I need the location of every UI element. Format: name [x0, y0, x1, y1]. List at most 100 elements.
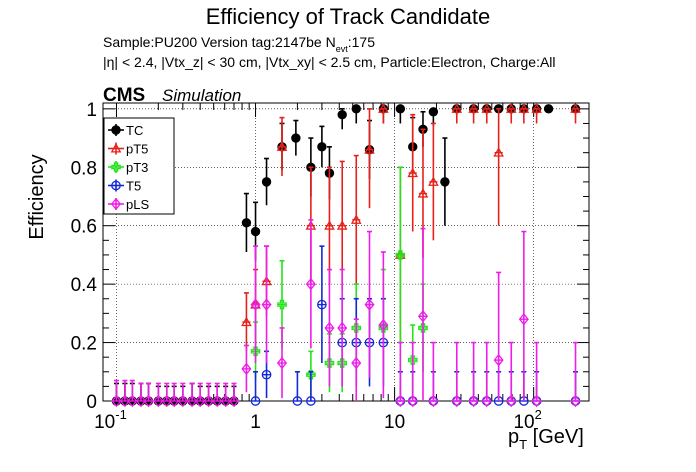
- data-point-tc: [428, 107, 439, 117]
- data-point-pls: [481, 394, 492, 408]
- cms-label: CMS: [103, 85, 145, 106]
- data-point-tc: [250, 226, 261, 237]
- data-point-pt5: [451, 103, 463, 113]
- data-point-pls: [468, 394, 479, 408]
- data-point-pt5: [505, 103, 517, 113]
- data-point-pt3: [351, 323, 362, 333]
- legend-label: T5: [126, 179, 141, 194]
- data-point-pls: [531, 394, 542, 408]
- legend-marker-pls: [110, 197, 122, 211]
- data-point-pls: [195, 394, 206, 408]
- data-point-pls: [364, 298, 375, 311]
- data-point-pls: [153, 394, 164, 408]
- data-point-pls: [220, 394, 231, 408]
- data-point-pls: [506, 394, 517, 408]
- data-point-pt3: [407, 355, 418, 365]
- simulation-label: Simulation: [162, 86, 241, 105]
- legend-label: pLS: [126, 197, 149, 212]
- data-point-pls: [143, 394, 154, 408]
- data-point-pls: [378, 318, 389, 332]
- data-point-pls: [111, 394, 122, 408]
- data-point-pls: [570, 394, 581, 408]
- data-point-pls: [428, 394, 439, 408]
- data-points: [111, 103, 581, 408]
- data-point-pls: [276, 356, 288, 370]
- data-point-pt5: [324, 220, 335, 230]
- x-tick-label: 1: [250, 412, 261, 433]
- data-point-pt5: [241, 316, 252, 327]
- data-point-pls: [187, 394, 198, 408]
- data-point-pls: [241, 362, 252, 376]
- y-tick-label: 0.6: [71, 217, 97, 238]
- data-point-tc: [351, 104, 361, 114]
- legend-marker-pt3: [111, 162, 121, 172]
- data-point-pls: [212, 394, 223, 408]
- y-tick-label: 0.4: [71, 275, 98, 296]
- data-point-pt5: [570, 103, 581, 113]
- data-point-pls: [324, 321, 335, 335]
- data-point-pls: [337, 321, 348, 335]
- data-point-pt5: [350, 214, 362, 224]
- data-point-pls: [203, 394, 214, 408]
- info-line-1: Sample:PU200 Version tag:2147be Nevt:175: [103, 34, 375, 54]
- data-point-pls: [228, 394, 240, 408]
- grid-lines: [103, 103, 589, 401]
- data-point-t5: [292, 396, 303, 406]
- data-point-pls: [135, 394, 146, 408]
- data-point-pt5: [518, 103, 530, 113]
- data-point-pls: [250, 298, 261, 311]
- data-point-pls: [351, 356, 362, 370]
- data-point-pt5: [417, 188, 429, 198]
- data-point-pt3: [395, 250, 406, 260]
- series-pls: [111, 219, 581, 408]
- data-point-pt3: [337, 358, 348, 368]
- data-point-pls: [493, 353, 504, 367]
- legend-label: pT5: [126, 142, 148, 157]
- data-point-tc: [261, 177, 272, 187]
- data-point-pt5: [364, 144, 375, 154]
- data-point-pt5: [468, 103, 479, 113]
- data-point-pt5: [276, 141, 288, 151]
- data-point-pls: [407, 394, 418, 408]
- data-point-pt3: [324, 358, 335, 368]
- data-point-pt5: [493, 147, 504, 157]
- y-tick-label: 0: [86, 392, 97, 413]
- data-point-tc: [440, 177, 450, 187]
- data-point-pt5: [407, 167, 419, 178]
- series-t5: [250, 245, 581, 406]
- series-tc: [111, 104, 581, 406]
- data-point-tc: [395, 104, 406, 114]
- data-point-pls: [518, 312, 529, 326]
- data-point-tc: [317, 142, 327, 152]
- data-point-pls: [305, 277, 316, 291]
- data-point-tc: [291, 133, 301, 143]
- data-point-pt3: [378, 323, 389, 333]
- data-point-pt5: [531, 103, 542, 113]
- data-point-pt5: [428, 176, 439, 186]
- data-point-pls: [417, 310, 429, 323]
- x-tick-label: 10: [384, 412, 405, 433]
- legend-marker-pt5: [110, 142, 122, 153]
- x-tick-label: 10-1: [94, 407, 127, 433]
- data-point-tc: [337, 109, 347, 120]
- plot-frame: [102, 102, 590, 402]
- data-point-t5: [250, 396, 261, 406]
- data-point-pt3: [418, 323, 428, 333]
- legend-label: TC: [126, 123, 143, 138]
- info-line-2: |η| < 2.4, |Vtx_z| < 30 cm, |Vtx_xy| < 2…: [103, 54, 556, 70]
- data-point-pt5: [336, 220, 348, 230]
- y-tick-label: 0.2: [71, 334, 97, 355]
- legend-marker-tc: [111, 125, 121, 135]
- data-point-pls: [127, 394, 138, 408]
- chart-title: Efficiency of Track Candidate: [206, 4, 491, 29]
- data-point-pls: [177, 394, 188, 408]
- data-point-tc: [543, 104, 554, 114]
- data-point-pt5: [378, 103, 389, 113]
- legend-label: pT3: [126, 160, 148, 175]
- data-point-t5: [306, 396, 316, 406]
- legend: TC pT5 pT3 T5 pLS: [103, 117, 175, 215]
- x-tick-label: 102: [513, 407, 541, 433]
- data-point-pls: [169, 394, 180, 408]
- axes: 0 0.2 0.4 0.6 0.8 1 10-1 1 10 102: [71, 100, 589, 433]
